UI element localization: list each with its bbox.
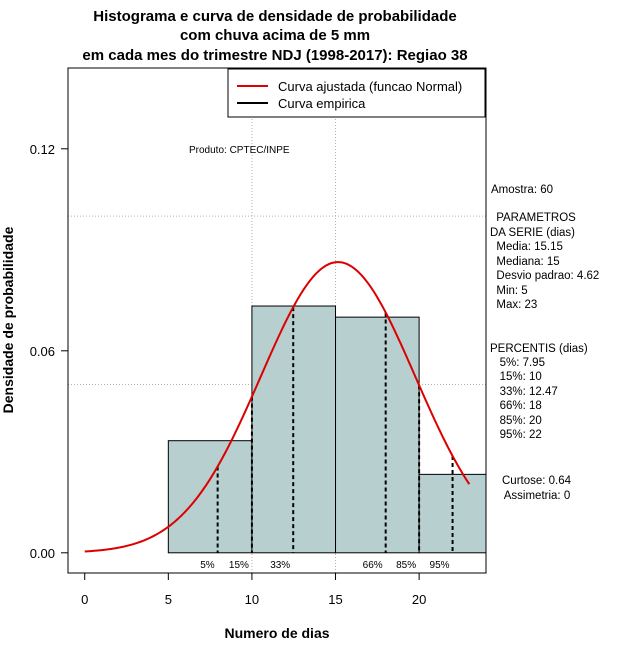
stats-sample-size: Amostra: 60 — [491, 184, 553, 196]
stats-params-header: PARAMETROS — [493, 212, 576, 224]
normal-fit-curve — [84, 261, 471, 553]
chart-title-line-1: Histograma e curva de densidade de proba… — [93, 8, 456, 25]
y-tick-label: 0.06 — [30, 344, 55, 359]
axes: 0 5 10 15 20 0.00 0.06 0.12 — [30, 142, 427, 607]
x-axis-title: Numero de dias — [224, 625, 329, 641]
x-tick-label: 5 — [165, 592, 172, 607]
legend-label-empirical: Curva empirica — [278, 96, 366, 111]
y-axis-title: Densidade de probabilidade — [0, 226, 16, 413]
y-tick-label: 0.00 — [30, 546, 55, 561]
stats-p95: 95%: 22 — [490, 429, 542, 441]
percentile-label: 33% — [270, 560, 290, 571]
legend-box — [227, 68, 486, 118]
chart-title-line-3: em cada mes do trimestre NDJ (1998-2017)… — [82, 47, 467, 64]
histogram-bar — [167, 440, 253, 554]
histogram-bar — [335, 316, 420, 554]
product-annotation: Produto: CPTEC/INPE — [189, 145, 290, 156]
percentile-label: 95% — [430, 560, 450, 571]
stats-panel: Amostra: 60 PARAMETROS DA SERIE (dias) M… — [490, 184, 599, 502]
stats-std-dev: Desvio padrao: 4.62 — [490, 270, 599, 282]
x-tick-label: 15 — [328, 592, 342, 607]
stats-min: Min: 5 — [490, 285, 528, 297]
stats-params-subheader: DA SERIE (dias) — [490, 227, 575, 239]
percentile-label: 85% — [396, 560, 416, 571]
stats-max: Max: 23 — [490, 299, 537, 311]
percentile-label: 15% — [229, 560, 249, 571]
x-tick-label: 20 — [412, 592, 426, 607]
stats-skewness: Assimetria: 0 — [498, 490, 570, 502]
stats-p85: 85%: 20 — [490, 415, 542, 427]
normal-curve-layer — [84, 261, 471, 553]
stats-p66: 66%: 18 — [490, 400, 542, 412]
stats-p5: 5%: 7.95 — [490, 357, 545, 369]
percentile-lines: 5% 15% 33% 66% 85% 95% — [200, 307, 454, 571]
stats-median: Mediana: 15 — [490, 256, 560, 268]
percentile-label: 66% — [363, 560, 383, 571]
percentile-label: 5% — [200, 560, 215, 571]
y-tick-label: 0.12 — [30, 142, 55, 157]
x-tick-label: 0 — [81, 592, 88, 607]
legend-label-fit: Curva ajustada (funcao Normal) — [278, 79, 462, 94]
chart-legend: Curva ajustada (funcao Normal) Curva emp… — [227, 68, 486, 118]
stats-percentiles-header: PERCENTIS (dias) — [490, 343, 588, 355]
stats-p15: 15%: 10 — [490, 371, 542, 383]
stats-mean: Media: 15.15 — [490, 241, 563, 253]
stats-p33: 33%: 12.47 — [490, 386, 558, 398]
x-tick-label: 10 — [245, 592, 259, 607]
chart-title-line-2: com chuva acima de 5 mm — [180, 27, 370, 44]
stats-kurtosis: Curtose: 0.64 — [502, 475, 572, 487]
